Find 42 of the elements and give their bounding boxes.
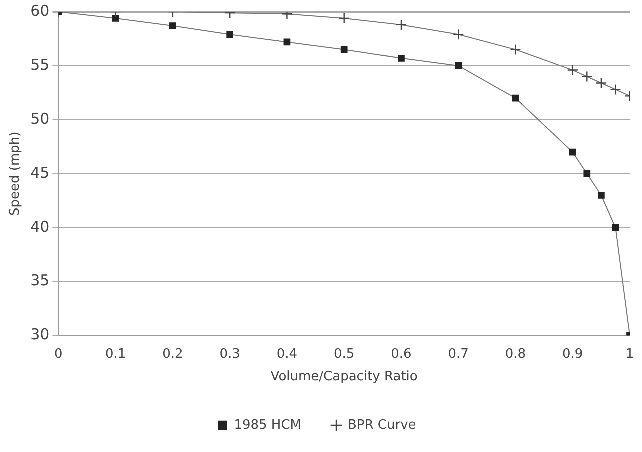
point (398, 54, 405, 62)
point (455, 62, 462, 70)
y-axis-title: Speed (mph) (8, 132, 24, 216)
y-tick-label: 55 (30, 56, 50, 74)
x-tick-label: 1 (626, 346, 634, 362)
point (612, 224, 620, 232)
point (610, 84, 622, 96)
point (567, 64, 578, 76)
point (598, 192, 605, 199)
x-tick-label: 0.8 (505, 346, 526, 362)
x-tick-label: 0 (54, 346, 63, 362)
point (170, 22, 176, 30)
point (284, 38, 291, 46)
point (596, 78, 608, 89)
y-tick-label: 45 (30, 164, 50, 182)
point (584, 170, 591, 178)
legend-label: BPR Curve (348, 418, 416, 433)
x-tick-label: 0.7 (448, 346, 469, 362)
x-axis-title: Volume/Capacity Ratio (270, 370, 418, 385)
y-tick-label: 60 (30, 2, 50, 20)
point (512, 94, 520, 102)
y-tick-label: 50 (30, 110, 50, 128)
y-tick-label: 40 (30, 218, 50, 236)
x-tick-label: 0.3 (220, 346, 240, 362)
point (569, 148, 576, 156)
x-tick-label: 0.6 (391, 346, 412, 362)
y-tick-label: 35 (30, 272, 50, 290)
point (453, 29, 464, 40)
x-tick-label: 0.1 (105, 346, 126, 362)
y-tick-label: 30 (30, 326, 50, 344)
point (510, 44, 522, 56)
x-tick-label: 0.2 (162, 346, 184, 362)
legend-label: 1985 HCM (234, 418, 302, 433)
x-tick-label: 0.4 (276, 346, 298, 362)
point (582, 71, 593, 82)
point (338, 12, 350, 24)
point (112, 15, 120, 22)
x-tick-label: 0.5 (334, 346, 355, 362)
point (396, 19, 408, 31)
point (340, 46, 348, 54)
point (226, 31, 234, 38)
x-tick-label: 0.9 (562, 346, 584, 362)
